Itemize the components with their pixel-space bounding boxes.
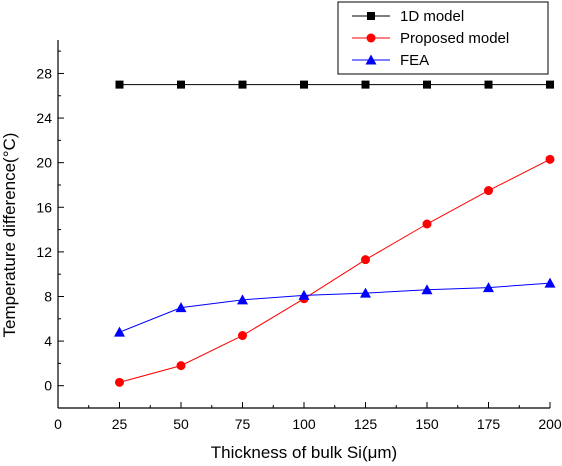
legend-entry: 1D model [352,8,464,25]
data-point [114,326,125,337]
data-point [483,282,494,293]
x-tick-label: 100 [292,416,316,432]
x-tick-label: 50 [173,416,189,432]
legend-label: Proposed model [400,30,509,47]
legend-label: 1D model [400,8,464,25]
data-point [238,331,247,341]
x-axis-title: Thickness of bulk Si(μm) [211,443,397,462]
series-proposed-model [115,154,555,387]
y-tick-label: 0 [44,378,52,394]
data-point [544,277,556,288]
data-point [361,80,370,89]
data-point [484,186,493,196]
data-point [423,80,431,89]
legend-marker [366,33,376,43]
y-tick-label: 28 [36,65,52,81]
y-tick-label: 24 [36,110,52,126]
data-point [298,289,310,300]
legend-marker [365,54,377,65]
y-tick-label: 4 [44,333,52,349]
legend-entry: FEA [352,52,429,69]
y-tick-label: 8 [44,288,52,304]
y-axis-title: Temperature difference(°C) [0,133,19,338]
legend-entry: Proposed model [352,30,509,47]
x-tick-label: 200 [538,416,562,432]
legend-label: FEA [400,52,429,69]
x-tick-label: 125 [354,416,378,432]
legend-marker [367,12,375,20]
y-tick-label: 12 [36,244,52,260]
y-tick-label: 16 [36,199,52,215]
data-point [300,80,308,89]
series-layer [114,80,556,387]
data-point [545,154,555,164]
data-point [177,80,185,89]
data-point [484,80,493,89]
data-point [237,294,248,305]
data-point [115,377,124,387]
x-tick-label: 150 [415,416,439,432]
series-fea [114,277,556,337]
legend: 1D model Proposed model FEA [337,1,549,75]
axes: 0 25 50 75 100 125 150 175 200 0 4 8 12 16 20 24 28 [36,40,562,432]
y-tick-label: 20 [36,155,52,171]
data-point [546,80,554,89]
x-tick-label: 175 [477,416,501,432]
x-tick-label: 75 [235,416,251,432]
series-line [119,282,551,333]
x-tick-label: 25 [112,416,128,432]
x-tick-label: 0 [54,416,62,432]
series-line [119,158,551,383]
data-point [238,80,247,89]
data-point [422,219,432,229]
data-point [421,284,433,295]
data-point [361,255,370,265]
data-point [175,302,187,313]
data-point [176,361,186,371]
data-point [360,287,371,298]
data-point [115,80,124,89]
series-1d-model [115,80,554,89]
